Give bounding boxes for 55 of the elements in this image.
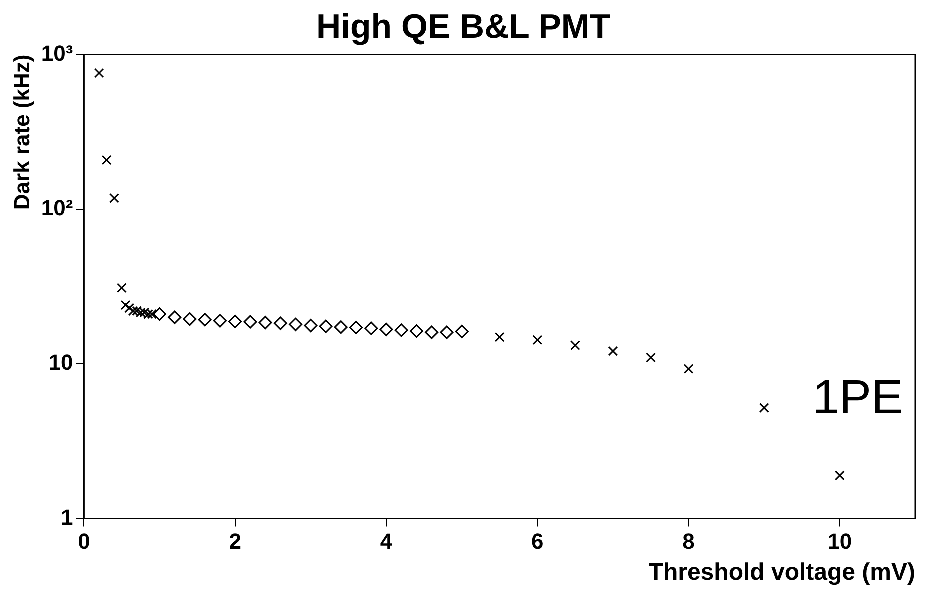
point: [183, 312, 197, 326]
point: [136, 308, 146, 318]
point: [608, 346, 618, 356]
x-tick-label: 8: [682, 529, 695, 554]
point: [455, 324, 469, 338]
point: [128, 306, 138, 316]
point: [143, 309, 154, 320]
point: [213, 314, 227, 328]
point: [147, 309, 158, 320]
point: [304, 319, 318, 333]
point: [646, 352, 656, 363]
point: [132, 306, 142, 316]
x-tick-label: 4: [380, 529, 394, 554]
point: [570, 340, 580, 350]
point: [425, 326, 439, 340]
y-tick-label: 10: [48, 350, 74, 376]
point: [834, 470, 845, 481]
x-tick-label: 10: [828, 529, 852, 554]
point: [494, 332, 505, 342]
point: [289, 318, 303, 332]
point: [109, 193, 120, 204]
point: [319, 320, 333, 334]
annotation: 1PE: [812, 372, 904, 425]
point: [94, 68, 104, 78]
x-tick-label: 6: [532, 529, 544, 554]
point: [684, 364, 694, 374]
point: [258, 316, 272, 330]
point: [120, 300, 131, 310]
x-axis-title: Threshold voltage (mV): [648, 559, 916, 586]
x-tick-label: 2: [229, 529, 242, 554]
point: [274, 316, 288, 330]
point: [124, 303, 135, 314]
y-tick-label: 10²: [41, 196, 74, 221]
point: [334, 320, 348, 334]
point: [350, 320, 364, 334]
point: [198, 313, 212, 327]
point: [228, 314, 242, 328]
point: [140, 308, 150, 318]
x-tick-label: 0: [78, 529, 90, 554]
y-tick-label: 10³: [41, 40, 74, 66]
point: [168, 310, 182, 324]
point: [153, 308, 167, 322]
point: [410, 324, 424, 338]
point: [394, 324, 408, 338]
point: [380, 322, 394, 336]
point: [532, 335, 543, 346]
point: [116, 283, 127, 294]
point: [244, 315, 258, 329]
chart-title: High QE B&L PMT: [316, 8, 611, 46]
y-tick-label: 1: [60, 504, 74, 530]
point: [102, 155, 112, 166]
point: [759, 403, 770, 414]
point: [364, 322, 378, 336]
point: [440, 326, 454, 340]
y-axis-title: Dark rate (kHz): [9, 54, 34, 210]
